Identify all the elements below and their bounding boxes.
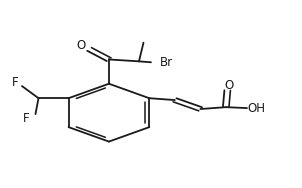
- Text: Br: Br: [160, 56, 173, 69]
- Text: OH: OH: [247, 102, 265, 115]
- Text: F: F: [12, 76, 19, 89]
- Text: O: O: [76, 39, 85, 52]
- Text: O: O: [224, 79, 233, 92]
- Text: F: F: [23, 112, 30, 125]
